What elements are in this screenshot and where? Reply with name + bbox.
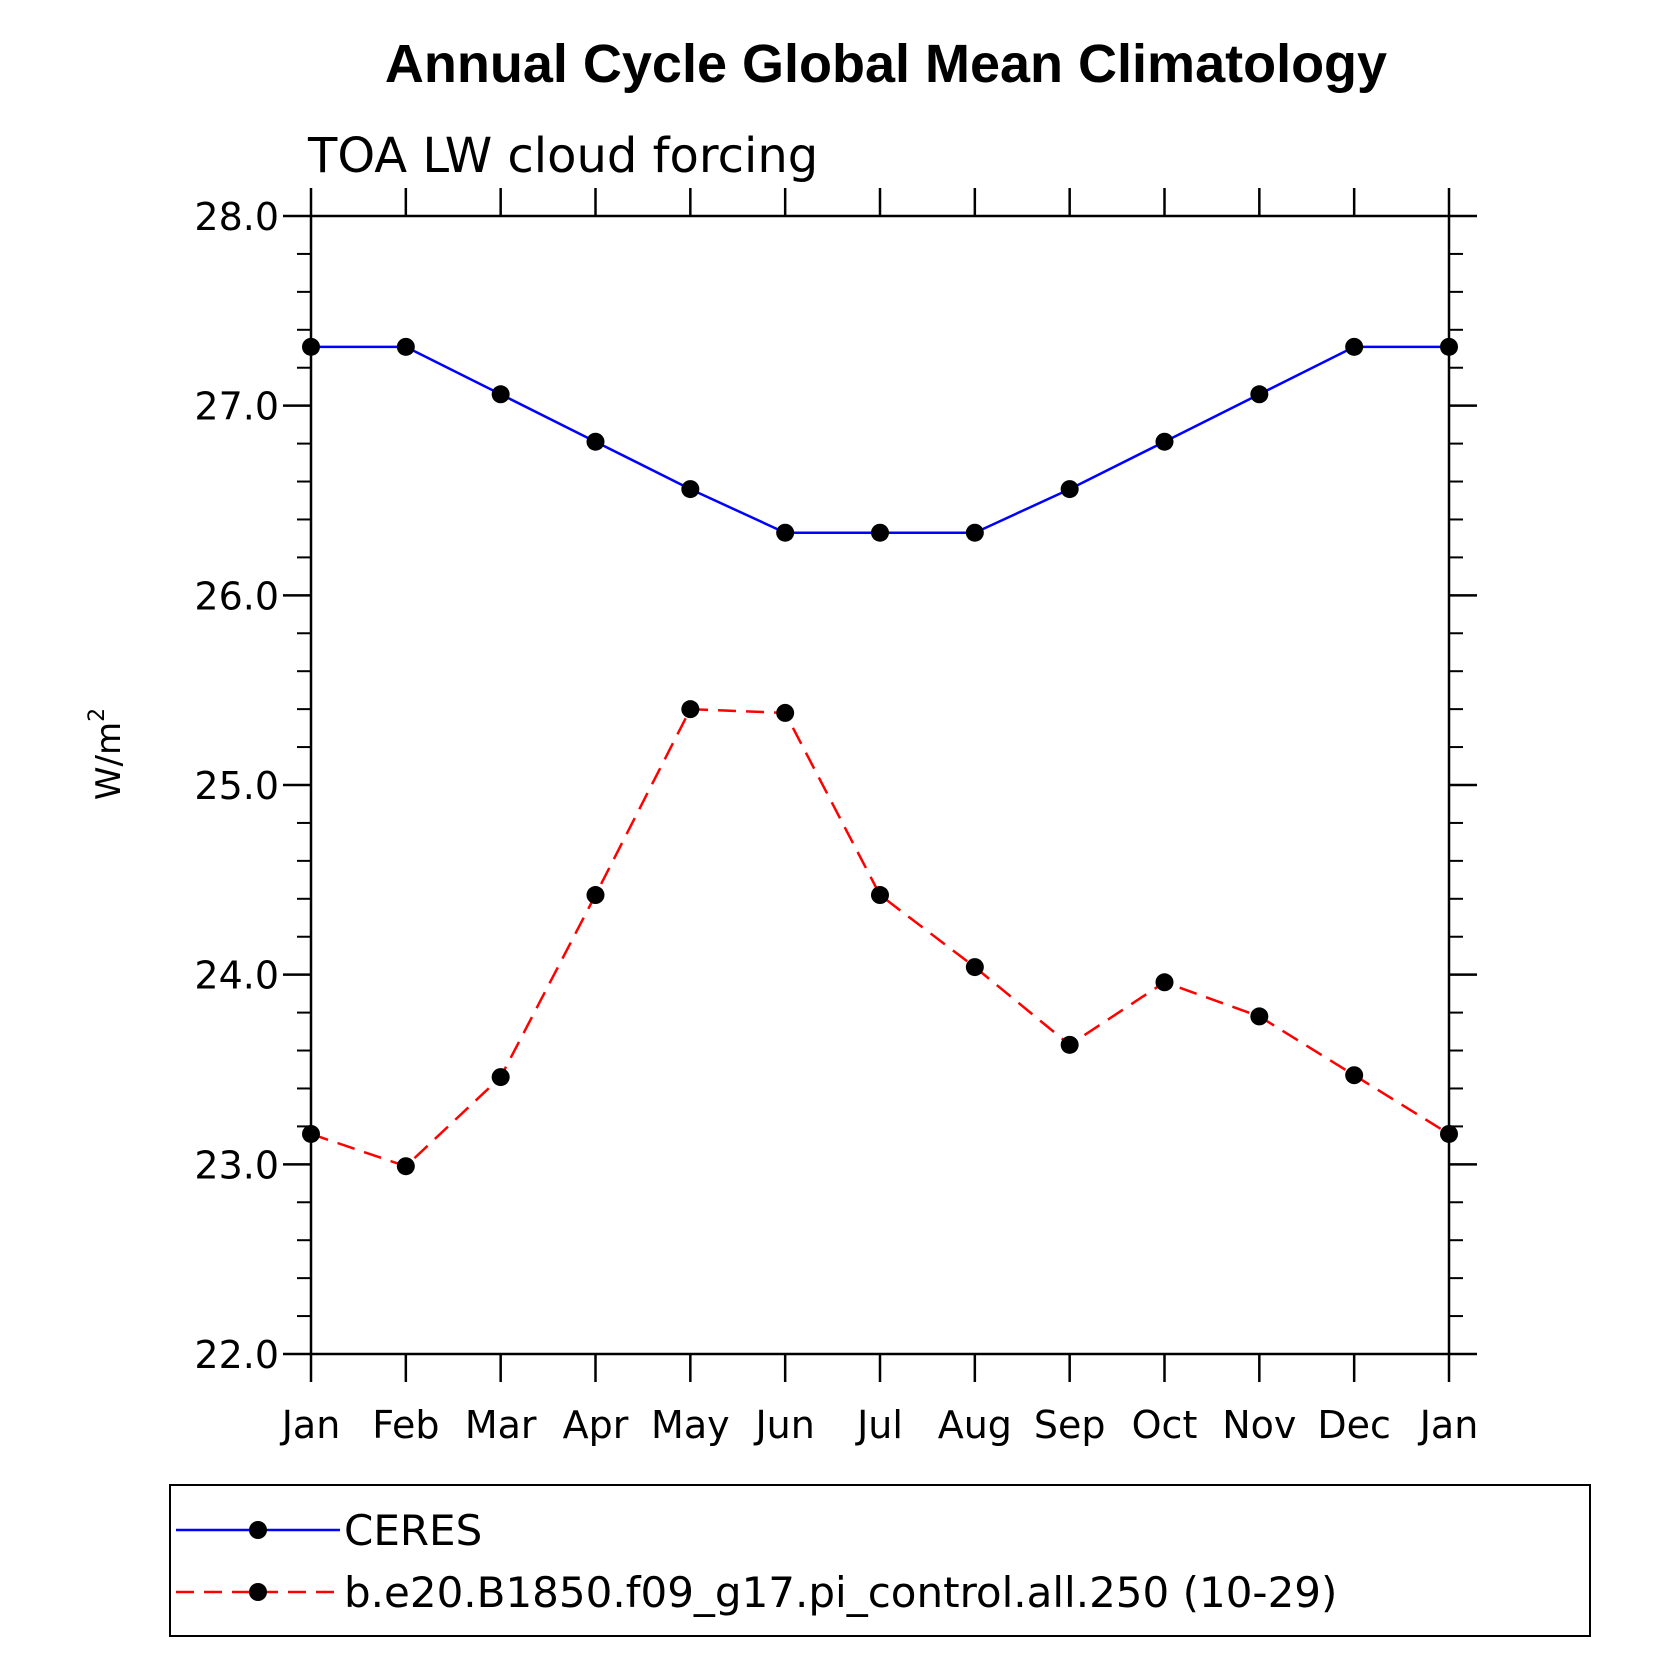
series-2-point <box>681 700 700 719</box>
legend-label-1: CERES <box>344 1506 482 1555</box>
series-2-point <box>1440 1124 1458 1143</box>
legend-marker-1 <box>249 1521 267 1539</box>
chart-subtitle: TOA LW cloud forcing <box>307 128 818 184</box>
series-1-point <box>965 523 984 542</box>
y-axis-label-text: W/m <box>89 722 129 800</box>
x-tick-label: Mar <box>465 1403 537 1447</box>
legend-label-2: b.e20.B1850.f09_g17.pi_control.all.250 (… <box>344 1568 1337 1617</box>
y-tick-label: 27.0 <box>194 385 279 429</box>
y-axis-label-superscript: 2 <box>85 708 110 722</box>
series-2-point <box>1060 1035 1079 1054</box>
series-1-point <box>871 523 889 542</box>
x-tick-label: May <box>651 1403 730 1447</box>
y-tick-label: 23.0 <box>194 1143 279 1187</box>
tick-labels-layer: Jan Feb Mar Apr May Jun Jul Aug Sep Oct Nov Dec Jan2… <box>194 195 1478 1447</box>
x-tick-label: Aug <box>938 1403 1012 1447</box>
series-2-point <box>1250 1007 1269 1026</box>
x-tick-label: Sep <box>1034 1403 1106 1447</box>
x-tick-label: Apr <box>563 1403 629 1447</box>
plot-frame <box>309 214 1451 1356</box>
series-2-point <box>965 958 984 977</box>
y-axis-label: W/m2 <box>85 708 129 800</box>
x-tick-label: Jul <box>855 1403 903 1447</box>
x-tick-label: Oct <box>1132 1403 1198 1447</box>
legend-marker-2 <box>249 1583 267 1601</box>
series-1-point <box>586 432 605 451</box>
x-tick-label: Jan <box>1418 1403 1479 1447</box>
series-2-point <box>302 1124 320 1143</box>
y-tick-label: 24.0 <box>194 954 279 998</box>
series-layer <box>302 337 1458 1176</box>
series-1-point <box>1440 337 1458 356</box>
series-line-2 <box>310 707 1450 1168</box>
svg-text:W/m2: W/m2 <box>85 708 129 800</box>
series-2-point <box>1155 973 1174 992</box>
series-1-point <box>302 337 320 356</box>
series-1-point <box>491 385 510 404</box>
series-1-point <box>396 337 415 356</box>
series-2-point <box>491 1068 510 1087</box>
series-2-point <box>586 886 605 905</box>
y-tick-label: 25.0 <box>194 764 279 808</box>
series-line-1 <box>311 345 1449 534</box>
x-tick-label: Nov <box>1222 1403 1296 1447</box>
series-2-point <box>776 703 795 722</box>
x-tick-label: Jan <box>280 1403 341 1447</box>
y-tick-label: 26.0 <box>194 574 279 618</box>
series-1-point <box>681 480 700 499</box>
series-1-point <box>1250 385 1269 404</box>
legend: CERES b.e20.B1850.f09_g17.pi_control.all.… <box>169 1484 1591 1637</box>
series-1-point <box>776 523 795 542</box>
series-1-point <box>1345 337 1364 356</box>
legend-box <box>169 1484 1591 1637</box>
x-tick-label: Feb <box>372 1403 439 1447</box>
series-1-point <box>1155 432 1174 451</box>
chart-title: Annual Cycle Global Mean Climatology <box>385 34 1387 94</box>
y-tick-label: 28.0 <box>194 195 279 239</box>
x-tick-label: Jun <box>753 1403 814 1447</box>
series-2-point <box>871 886 889 905</box>
series-1-point <box>1060 480 1079 499</box>
series-2-point <box>1345 1066 1364 1085</box>
tick-layer <box>283 188 1477 1382</box>
series-2-point <box>396 1157 415 1176</box>
x-tick-label: Dec <box>1317 1403 1391 1447</box>
y-tick-label: 22.0 <box>194 1333 279 1377</box>
